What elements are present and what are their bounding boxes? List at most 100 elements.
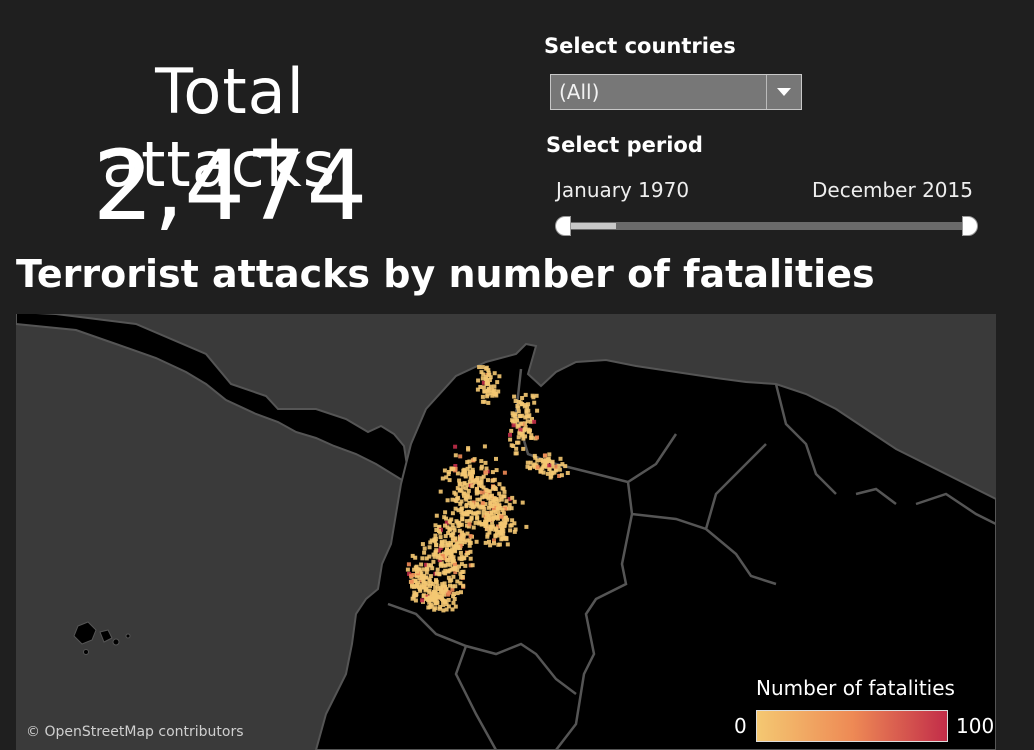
attack-point[interactable]: [415, 582, 419, 587]
attack-point[interactable]: [524, 410, 529, 415]
attack-point[interactable]: [490, 393, 495, 398]
attack-point[interactable]: [434, 571, 439, 576]
attack-point[interactable]: [521, 446, 526, 451]
attack-point[interactable]: [446, 531, 451, 536]
attack-point[interactable]: [459, 562, 464, 567]
attack-point[interactable]: [453, 466, 458, 471]
attack-point[interactable]: [465, 538, 470, 543]
attack-point[interactable]: [540, 459, 545, 464]
attack-point[interactable]: [503, 506, 508, 511]
attack-point[interactable]: [431, 552, 436, 557]
attack-point[interactable]: [452, 544, 457, 549]
attack-point[interactable]: [477, 520, 482, 525]
attack-point[interactable]: [456, 524, 461, 528]
attack-point[interactable]: [484, 466, 489, 471]
attack-point[interactable]: [488, 494, 493, 499]
attack-point[interactable]: [496, 389, 501, 394]
attack-point[interactable]: [465, 466, 470, 471]
attack-point[interactable]: [492, 384, 497, 389]
attack-point[interactable]: [467, 464, 472, 469]
attack-point[interactable]: [470, 470, 475, 475]
attack-point[interactable]: [471, 511, 476, 516]
attack-point[interactable]: [439, 539, 444, 544]
attack-point[interactable]: [523, 415, 528, 420]
attack-point[interactable]: [406, 562, 411, 567]
attack-point[interactable]: [475, 510, 480, 515]
attack-point[interactable]: [459, 575, 464, 580]
attack-point[interactable]: [492, 477, 497, 482]
attack-point[interactable]: [464, 486, 469, 491]
attack-point[interactable]: [452, 597, 457, 601]
attack-point[interactable]: [414, 592, 419, 596]
attack-point[interactable]: [468, 495, 472, 500]
attack-point[interactable]: [565, 471, 570, 475]
attack-point[interactable]: [542, 464, 547, 469]
attack-point[interactable]: [459, 510, 464, 515]
attack-point[interactable]: [439, 592, 444, 597]
attack-point[interactable]: [438, 586, 443, 590]
attack-point[interactable]: [453, 506, 458, 511]
attack-point[interactable]: [450, 584, 455, 589]
attack-point[interactable]: [451, 594, 456, 599]
attack-point[interactable]: [458, 539, 463, 544]
attack-point[interactable]: [532, 464, 537, 469]
attack-point[interactable]: [437, 525, 442, 530]
attack-point[interactable]: [494, 468, 499, 473]
attack-point[interactable]: [445, 541, 450, 546]
attack-point[interactable]: [433, 537, 438, 541]
attack-point[interactable]: [497, 542, 502, 547]
attack-point[interactable]: [481, 385, 486, 390]
attack-point[interactable]: [553, 464, 558, 469]
attack-point[interactable]: [421, 579, 426, 584]
attack-point[interactable]: [481, 510, 486, 515]
attack-point[interactable]: [557, 467, 562, 472]
attack-point[interactable]: [463, 470, 468, 475]
attack-point[interactable]: [447, 478, 452, 483]
attack-point[interactable]: [445, 498, 450, 503]
attack-point[interactable]: [424, 570, 429, 575]
attack-point[interactable]: [552, 470, 557, 475]
attack-point[interactable]: [451, 466, 456, 471]
attack-point[interactable]: [486, 368, 491, 373]
attack-point[interactable]: [493, 487, 498, 491]
attack-point[interactable]: [479, 522, 484, 527]
attack-point[interactable]: [502, 489, 507, 494]
attack-point[interactable]: [417, 576, 422, 581]
attack-point[interactable]: [467, 543, 472, 548]
attack-point[interactable]: [486, 496, 491, 501]
attack-point[interactable]: [414, 564, 419, 569]
attack-point[interactable]: [488, 375, 493, 380]
attack-point[interactable]: [410, 553, 415, 558]
attack-point[interactable]: [437, 529, 441, 533]
attack-point[interactable]: [451, 526, 456, 531]
attack-point[interactable]: [420, 542, 425, 547]
attack-point[interactable]: [446, 598, 451, 602]
attack-point[interactable]: [515, 418, 519, 423]
attack-point[interactable]: [443, 600, 448, 604]
attack-point[interactable]: [501, 528, 506, 533]
attack-point[interactable]: [560, 462, 565, 467]
attack-point[interactable]: [479, 480, 484, 484]
attack-point[interactable]: [493, 533, 498, 538]
attack-point[interactable]: [563, 464, 568, 469]
attack-point[interactable]: [440, 554, 445, 559]
attack-point[interactable]: [427, 595, 432, 600]
attack-point[interactable]: [436, 594, 441, 599]
attack-point[interactable]: [443, 510, 448, 515]
attack-point[interactable]: [449, 578, 454, 583]
attack-point[interactable]: [497, 374, 502, 379]
attack-point[interactable]: [485, 389, 490, 393]
attack-point[interactable]: [445, 547, 449, 552]
attack-point[interactable]: [465, 460, 470, 465]
attack-point[interactable]: [496, 533, 501, 538]
attack-point[interactable]: [462, 493, 466, 498]
attack-point[interactable]: [457, 521, 462, 525]
attack-point[interactable]: [477, 497, 482, 502]
attack-point[interactable]: [513, 527, 518, 532]
attack-point[interactable]: [547, 452, 552, 457]
attack-point[interactable]: [498, 494, 503, 499]
attack-point[interactable]: [474, 539, 479, 544]
attack-point[interactable]: [416, 580, 421, 585]
attack-point[interactable]: [465, 492, 470, 497]
attack-point[interactable]: [471, 478, 476, 483]
